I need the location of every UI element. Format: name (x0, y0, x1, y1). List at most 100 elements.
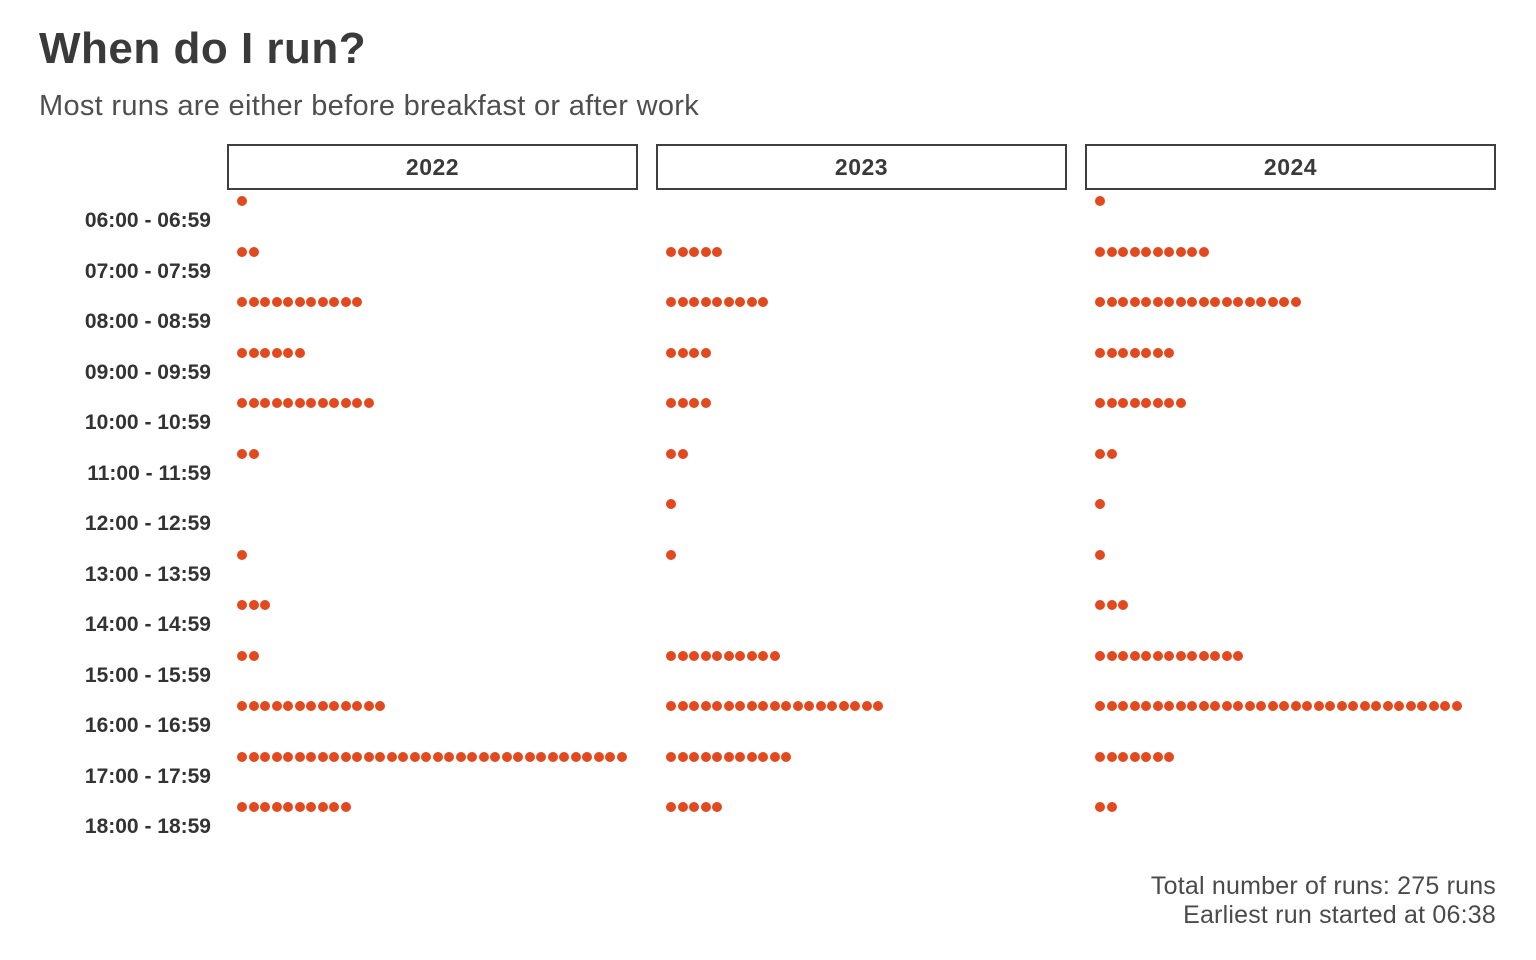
run-dot (746, 701, 757, 711)
runs-dots (656, 549, 1085, 560)
time-slot-label: 06:00 - 06:59 (84, 209, 211, 233)
time-slot-label: 09:00 - 09:59 (84, 360, 211, 384)
run-dot (1095, 650, 1105, 661)
run-dot (1187, 297, 1197, 307)
run-dot (1290, 701, 1301, 711)
run-dot (248, 297, 259, 307)
run-dot (677, 246, 688, 257)
run-dot (1267, 297, 1278, 307)
run-dot (283, 297, 293, 307)
runs-cell-2023 (656, 448, 1085, 500)
run-dot (616, 751, 627, 762)
runs-cell-2022 (227, 347, 656, 399)
run-dot (248, 246, 259, 257)
run-dot (712, 297, 722, 307)
run-dot (283, 802, 293, 812)
run-dot (700, 751, 711, 762)
run-dot (559, 751, 569, 762)
run-dot (1267, 701, 1278, 711)
time-slot-row: 12:00 - 12:59 (0, 499, 1536, 550)
run-dot (1325, 701, 1335, 711)
runs-dots (656, 246, 1085, 257)
run-dot (1106, 802, 1117, 812)
run-dot (271, 398, 282, 408)
runs-cell-2024 (1085, 650, 1514, 702)
run-dot (352, 398, 362, 408)
run-dot (363, 398, 374, 408)
total-runs-text: Total number of runs: 275 runs (1150, 872, 1496, 900)
run-dot (1164, 751, 1174, 762)
run-dot (1233, 297, 1243, 307)
run-dot (1129, 246, 1140, 257)
run-dot (1118, 600, 1128, 610)
time-slot-label: 18:00 - 18:59 (84, 815, 211, 839)
runs-dots (656, 499, 1085, 509)
run-dot (1256, 297, 1266, 307)
runs-cell-2022 (227, 196, 656, 247)
run-dot (700, 802, 711, 812)
header-spacer (0, 144, 227, 190)
runs-cell-2023 (656, 398, 1085, 449)
run-dot (1164, 398, 1174, 408)
run-dot (375, 701, 385, 711)
run-dot (1152, 347, 1163, 358)
runs-dots (656, 802, 1085, 812)
run-dot (593, 751, 604, 762)
run-dot (1106, 297, 1117, 307)
run-dot (1106, 600, 1117, 610)
runs-dots (227, 751, 656, 762)
run-dot (467, 751, 477, 762)
run-dot (1095, 499, 1105, 509)
time-slot-label: 12:00 - 12:59 (84, 512, 211, 536)
runs-cell-2023 (656, 549, 1085, 601)
run-dot (1106, 246, 1117, 257)
run-dot (827, 701, 837, 711)
run-dot (1118, 297, 1128, 307)
run-dot (1440, 701, 1450, 711)
runs-dots (227, 297, 656, 307)
time-slot-row: 13:00 - 13:59 (0, 549, 1536, 601)
run-dot (317, 701, 328, 711)
run-dot (1141, 347, 1151, 358)
run-dot (1118, 347, 1128, 358)
run-dot (248, 398, 259, 408)
run-dot (1152, 650, 1163, 661)
run-dot (700, 650, 711, 661)
run-dot (1175, 398, 1186, 408)
run-dot (804, 701, 814, 711)
run-dot (838, 701, 849, 711)
run-dot (712, 650, 722, 661)
run-dot (689, 650, 699, 661)
run-dot (1141, 650, 1151, 661)
run-dot (850, 701, 860, 711)
run-dot (735, 650, 745, 661)
run-dot (340, 802, 351, 812)
run-dot (666, 701, 676, 711)
run-dot (1405, 701, 1416, 711)
time-slot-row: 07:00 - 07:59 (0, 246, 1536, 298)
run-dot (306, 802, 316, 812)
runs-dots (227, 600, 656, 610)
run-dot (260, 600, 270, 610)
run-dot (260, 347, 270, 358)
run-dot (1129, 751, 1140, 762)
run-dot (1095, 802, 1105, 812)
runs-dots (656, 448, 1085, 459)
run-dot (294, 751, 305, 762)
runs-dots (1085, 701, 1514, 711)
run-dot (329, 398, 339, 408)
runs-cell-2024 (1085, 297, 1514, 348)
runs-cell-2022 (227, 600, 656, 651)
run-dot (769, 701, 780, 711)
run-dot (306, 297, 316, 307)
run-dot (329, 701, 339, 711)
runs-cell-2022 (227, 549, 656, 601)
run-dot (524, 751, 535, 762)
run-dot (1152, 246, 1163, 257)
run-dot (386, 751, 397, 762)
run-dot (700, 246, 711, 257)
run-dot (340, 398, 351, 408)
run-dot (1221, 650, 1232, 661)
run-dot (677, 802, 688, 812)
time-slot-row: 14:00 - 14:59 (0, 600, 1536, 651)
